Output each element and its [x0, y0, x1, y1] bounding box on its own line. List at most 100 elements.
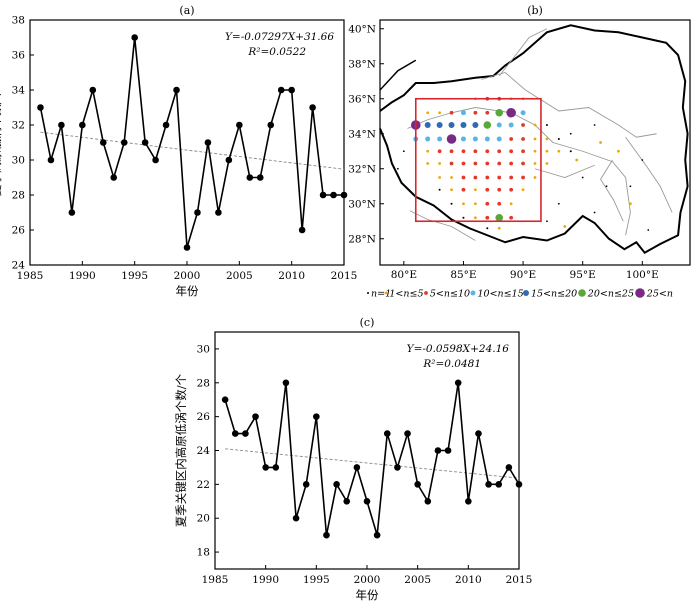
frequency-dot	[629, 185, 632, 188]
frequency-dot	[557, 138, 560, 140]
y-tick-label: 32	[12, 120, 25, 132]
frequency-dot	[509, 137, 514, 141]
frequency-dot	[605, 185, 608, 188]
frequency-dot	[533, 137, 537, 141]
data-point	[89, 86, 97, 94]
r-squared: R²=0.0522	[247, 46, 306, 58]
data-point	[173, 86, 180, 94]
y-tick-label: 20	[197, 513, 210, 525]
frequency-dot	[495, 213, 504, 222]
lat-tick-label: 38°N	[348, 58, 376, 70]
y-tick-label: 24	[12, 260, 26, 272]
y-tick-label: 36	[12, 50, 26, 62]
frequency-dot	[460, 110, 466, 116]
frequency-dot	[449, 149, 454, 154]
frequency-dot	[509, 202, 513, 206]
frequency-dot	[472, 122, 479, 128]
data-point	[444, 447, 452, 454]
frequency-dot	[509, 215, 514, 220]
lat-tick-label: 30°N	[348, 198, 376, 210]
frequency-dot	[545, 137, 549, 141]
frequency-dot	[438, 188, 441, 191]
frequency-dot	[497, 149, 502, 154]
frequency-dot	[509, 175, 514, 180]
frequency-dot	[460, 122, 467, 128]
frequency-dot	[569, 150, 572, 153]
data-point	[309, 104, 316, 111]
data-point	[404, 430, 411, 437]
data-point	[246, 174, 254, 181]
frequency-dot	[473, 175, 478, 180]
frequency-dot	[424, 122, 431, 128]
data-point	[79, 121, 86, 129]
data-point	[194, 209, 201, 216]
frequency-dot	[521, 188, 525, 192]
map-frame	[379, 19, 691, 266]
data-point	[313, 413, 320, 420]
x-tick-label: 1995	[303, 574, 330, 586]
panel-c-key-region-series: 1985 1990 1995 2000 2005 2010 2015 18 20 22 24 26 28…	[174, 316, 532, 602]
frequency-dot	[425, 136, 431, 142]
legend-label: 10<n≤15	[478, 289, 524, 300]
data-point	[231, 430, 239, 437]
frequency-dot	[563, 225, 567, 228]
frequency-dot	[460, 136, 466, 142]
panel-label: (a)	[179, 4, 194, 17]
frequency-dot	[545, 124, 548, 126]
panel-label: (c)	[360, 316, 375, 329]
data-point	[454, 379, 462, 387]
data-point	[152, 156, 159, 164]
lon-tick-label: 100°E	[626, 269, 659, 281]
frequency-dot	[402, 150, 405, 153]
frequency-dot	[509, 161, 514, 166]
legend-label: n=1	[371, 289, 391, 300]
frequency-dot	[496, 122, 502, 128]
x-tick-label: 2000	[174, 270, 201, 282]
data-point	[267, 121, 275, 129]
frequency-dot	[593, 124, 596, 126]
frequency-dot	[473, 202, 477, 206]
frequency-dot	[437, 136, 443, 142]
x-tick-label: 1990	[69, 270, 96, 282]
frequency-dot	[617, 149, 620, 153]
legend-marker	[470, 290, 476, 296]
series-line	[39, 37, 344, 248]
lon-tick-label: 95°E	[570, 269, 596, 281]
frequency-dot	[438, 176, 442, 179]
trend-equation: Y=-0.07297X+31.66	[225, 31, 334, 43]
trend-line	[225, 448, 520, 479]
frequency-dot	[521, 123, 525, 127]
frequency-dot	[628, 202, 632, 206]
data-point	[131, 34, 138, 41]
frequency-dot	[521, 149, 525, 154]
frequency-dot	[557, 149, 561, 153]
y-tick-label: 28	[197, 377, 210, 389]
legend-label: 25<n	[646, 289, 673, 300]
x-tick-label: 2010	[455, 574, 482, 586]
legend-label: 20<n≤25	[587, 289, 634, 300]
frequency-dot	[438, 162, 442, 165]
province-border	[407, 107, 631, 236]
data-point	[277, 86, 285, 94]
data-point	[302, 481, 310, 488]
data-point	[394, 464, 401, 471]
frequency-dot	[448, 122, 455, 128]
frequency-dot	[497, 175, 502, 180]
data-point	[141, 139, 149, 146]
data-point	[221, 396, 229, 404]
data-point	[330, 191, 337, 199]
data-point	[515, 481, 523, 488]
frequency-dot	[426, 149, 430, 153]
frequency-dot	[461, 161, 466, 166]
data-point	[383, 430, 391, 437]
y-tick-label: 28	[12, 190, 25, 202]
y-axis-label: 夏季关键区内高原低涡个数/个	[174, 373, 188, 527]
frequency-dot	[599, 141, 602, 144]
province-border	[409, 210, 476, 241]
x-axis-label: 年份	[176, 284, 199, 298]
data-point	[475, 430, 482, 437]
legend-marker	[523, 290, 529, 296]
legend-label: 1<n≤5	[389, 289, 423, 300]
y-tick-label: 24	[197, 445, 211, 457]
frequency-dot	[508, 122, 514, 128]
